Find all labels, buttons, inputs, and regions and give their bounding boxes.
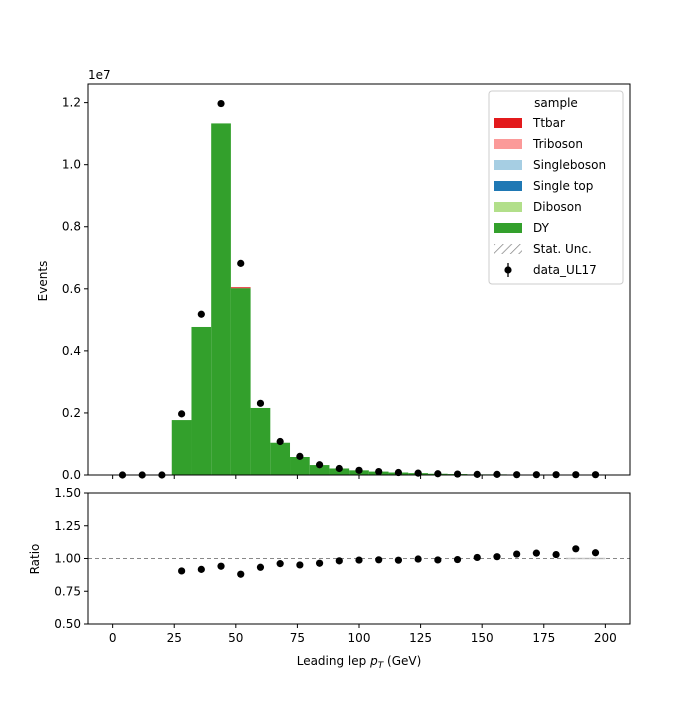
y-tick-label: 1.2	[62, 96, 81, 110]
data-point	[198, 311, 205, 318]
ratio-point	[454, 556, 461, 563]
ratio-point	[217, 563, 224, 570]
y-tick-label: 0.0	[62, 468, 81, 482]
legend-hatch-swatch	[494, 244, 522, 254]
ratio-point	[237, 571, 244, 578]
dy-bar	[191, 327, 211, 475]
y-tick-label: 0.8	[62, 220, 81, 234]
dy-bar	[251, 408, 271, 475]
legend-swatch	[494, 223, 522, 233]
x-tick-label: 25	[167, 631, 182, 645]
data-point	[277, 438, 284, 445]
legend-label: Single top	[533, 179, 593, 193]
ratio-point	[178, 567, 185, 574]
ratio-y-tick-label: 1.25	[54, 519, 81, 533]
data-point	[355, 467, 362, 474]
data-point	[375, 468, 382, 475]
legend-label: data_UL17	[533, 263, 597, 277]
ratio-y-ticks: 0.50 0.75 1.00 1.25 1.50	[54, 486, 88, 631]
data-point	[454, 470, 461, 477]
data-point	[316, 461, 323, 468]
y-tick-label: 0.4	[62, 344, 81, 358]
x-tick-label: 100	[348, 631, 371, 645]
dy-bar	[231, 288, 251, 475]
data-point	[493, 471, 500, 478]
ratio-point	[296, 561, 303, 568]
legend-swatch	[494, 202, 522, 212]
ratio-point	[336, 557, 343, 564]
y-tick-label: 0.6	[62, 282, 81, 296]
legend-title: sample	[534, 96, 578, 110]
main-y-axis-label: Events	[36, 261, 50, 302]
x-axis-label: Leading lep pT (GeV)	[297, 654, 422, 671]
data-point	[296, 453, 303, 460]
legend-swatch	[494, 139, 522, 149]
dy-bar	[172, 420, 192, 475]
ratio-stat-uncertainty	[566, 558, 605, 560]
data-point	[257, 400, 264, 407]
ratio-x-ticks: 0 25 50 75 100 125 150 175 200	[109, 624, 617, 645]
ratio-point	[355, 556, 362, 563]
data-point	[434, 470, 441, 477]
legend-label: DY	[533, 221, 550, 235]
stat-unc-band	[566, 558, 605, 560]
legend: sample Ttbar Triboson Singleboson Single to…	[489, 91, 623, 284]
x-tick-label: 200	[594, 631, 617, 645]
ratio-y-tick-label: 0.50	[54, 617, 81, 631]
legend-swatch	[494, 181, 522, 191]
y-offset-label: 1e7	[88, 68, 111, 82]
legend-swatch	[494, 160, 522, 170]
ratio-point	[395, 557, 402, 564]
ratio-point	[316, 560, 323, 567]
ttbar-bar	[231, 287, 251, 288]
x-tick-label: 150	[471, 631, 494, 645]
ratio-point	[415, 555, 422, 562]
data-point	[217, 100, 224, 107]
ratio-point	[592, 549, 599, 556]
data-point	[178, 410, 185, 417]
legend-label: Singleboson	[533, 158, 606, 172]
data-point	[237, 260, 244, 267]
legend-swatch	[494, 118, 522, 128]
ratio-y-tick-label: 1.50	[54, 486, 81, 500]
main-y-ticks: 0.0 0.2 0.4 0.6 0.8 1.0 1.2	[62, 96, 88, 482]
ratio-point	[434, 556, 441, 563]
data-point	[474, 471, 481, 478]
legend-label: Ttbar	[532, 116, 565, 130]
ratio-y-tick-label: 1.00	[54, 552, 81, 566]
ratio-point	[572, 545, 579, 552]
ratio-panel: 0.50 0.75 1.00 1.25 1.50 0 25 50 75 100 125 150 175…	[28, 486, 630, 671]
dy-bar	[211, 123, 231, 475]
ratio-point	[533, 550, 540, 557]
ratio-point	[513, 550, 520, 557]
ratio-point	[493, 553, 500, 560]
ratio-points	[178, 545, 599, 578]
ratio-point	[257, 564, 264, 571]
x-tick-label: 75	[290, 631, 305, 645]
legend-label: Triboson	[532, 137, 583, 151]
main-panel: 0.0 0.2 0.4 0.6 0.8 1.0 1.2 1e7 Events sample …	[36, 68, 630, 482]
x-tick-label: 50	[228, 631, 243, 645]
ratio-y-axis-label: Ratio	[28, 544, 42, 575]
ratio-y-tick-label: 0.75	[54, 584, 81, 598]
ratio-point	[277, 560, 284, 567]
ratio-point	[375, 556, 382, 563]
x-tick-label: 125	[409, 631, 432, 645]
legend-label: Diboson	[533, 200, 582, 214]
dy-bar	[270, 443, 290, 475]
ratio-point	[198, 566, 205, 573]
ratio-point	[552, 551, 559, 558]
y-tick-label: 1.0	[62, 158, 81, 172]
x-tick-label: 0	[109, 631, 117, 645]
data-point	[336, 465, 343, 472]
main-x-ticks	[113, 475, 606, 479]
y-tick-label: 0.2	[62, 406, 81, 420]
legend-marker	[504, 266, 511, 273]
legend-label: Stat. Unc.	[533, 242, 592, 256]
x-tick-label: 175	[532, 631, 555, 645]
ratio-point	[474, 554, 481, 561]
